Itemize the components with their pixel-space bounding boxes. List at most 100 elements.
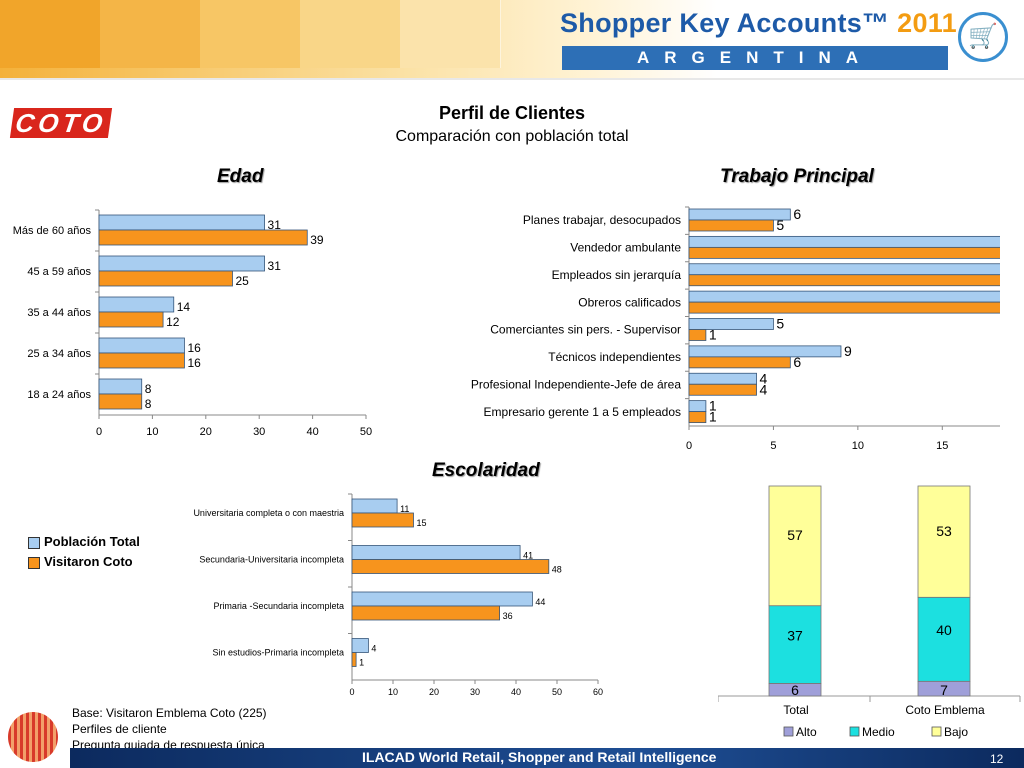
- brand-title: Shopper Key Accounts™ 2011: [560, 8, 957, 39]
- bar-value-label: 14: [177, 300, 191, 314]
- category-label: Universitaria completa o con maestria: [193, 508, 344, 518]
- brand-year: 2011: [897, 8, 957, 38]
- stack-segment-medio: [917, 596, 971, 682]
- legend-swatch: [849, 726, 860, 737]
- bar-value-label: 5: [776, 217, 784, 233]
- bar-visitaron-coto: [351, 652, 357, 667]
- escolaridad-chart: 0 10 20 30 40 50 60 Universitaria completa o co…: [193, 493, 603, 697]
- x-tick-label: 0: [96, 426, 102, 438]
- bar-visitaron-coto: [688, 411, 707, 424]
- x-tick-label: 20: [200, 426, 212, 438]
- section-title-trabajo: Trabajo Principal: [720, 166, 874, 187]
- bar-value-label: 6: [793, 206, 801, 222]
- bar-value-label: 4: [371, 644, 376, 654]
- category-label: Técnicos independientes: [548, 350, 681, 364]
- page-title: Perfil de Clientes: [438, 103, 586, 123]
- bar-visitaron-coto: [688, 274, 1000, 287]
- bar-visitaron-coto: [688, 246, 1000, 259]
- bar-poblacion-total: [98, 214, 265, 231]
- x-tick-label: 40: [306, 426, 318, 438]
- bar-visitaron-coto: [688, 219, 774, 232]
- bar-value-label: 15: [417, 518, 427, 528]
- bar-visitaron-coto: [688, 383, 757, 396]
- category-label: 18 a 24 años: [27, 389, 91, 401]
- bar-poblacion-total: [688, 400, 707, 413]
- bar-value-label: 8: [145, 382, 152, 396]
- bar-poblacion-total: [98, 337, 185, 354]
- section-title-edad: Edad: [217, 166, 264, 187]
- brand-name: Shopper Key Accounts™: [560, 8, 890, 38]
- bar-value-label: 16: [187, 341, 201, 355]
- x-tick-label: 0: [349, 687, 354, 697]
- category-label: Primaria -Secundaria incompleta: [213, 601, 344, 611]
- bar-poblacion-total: [351, 638, 369, 653]
- bar-value-label: 1: [709, 398, 717, 414]
- x-tick-label: 50: [360, 426, 372, 438]
- section-title-escolaridad: Escolaridad: [432, 460, 540, 481]
- header-photo-tile: [0, 0, 101, 68]
- segment-value-label: 57: [787, 527, 803, 543]
- bar-poblacion-total: [688, 263, 1000, 276]
- x-tick-label: 60: [593, 687, 603, 697]
- category-label: 25 a 34 años: [27, 348, 91, 360]
- bar-visitaron-coto: [98, 311, 164, 328]
- header-photo-tile: [300, 0, 401, 68]
- footer-bar: [70, 748, 1024, 768]
- legend-label: Población Total: [44, 534, 140, 549]
- bar-poblacion-total: [98, 255, 265, 272]
- segment-value-label: 40: [936, 622, 952, 638]
- footer-text: ILACAD World Retail, Shopper and Retail …: [362, 749, 717, 765]
- legend: Población Total Visitaron Coto: [28, 532, 140, 572]
- legend-item-poblacion-total: Población Total: [28, 532, 140, 552]
- x-tick-label: 10: [852, 440, 864, 452]
- bar-visitaron-coto: [688, 356, 791, 369]
- category-label: Total: [783, 703, 808, 717]
- bar-value-label: 1: [709, 327, 717, 343]
- category-label: Planes trabajar, desocupados: [523, 213, 681, 227]
- bar-value-label: 39: [310, 233, 324, 247]
- category-label: Sin estudios-Primaria incompleta: [212, 648, 344, 658]
- category-label: 35 a 44 años: [27, 307, 91, 319]
- bar-value-label: 41: [523, 551, 533, 561]
- ilacad-logo: [8, 712, 58, 762]
- base-notes: Base: Visitaron Emblema Coto (225) Perfi…: [72, 705, 267, 753]
- legend-swatch: [28, 556, 40, 569]
- legend-label: Bajo: [944, 725, 968, 739]
- bar-value-label: 5: [776, 316, 784, 332]
- bar-poblacion-total: [351, 591, 533, 607]
- bar-value-label: 4: [760, 370, 768, 386]
- x-tick-label: 10: [146, 426, 158, 438]
- bar-poblacion-total: [688, 372, 757, 385]
- country-bar: ARGENTINA: [562, 46, 948, 70]
- segment-value-label: 6: [791, 682, 799, 698]
- bar-value-label: 36: [503, 611, 513, 621]
- stack-segment-medio: [768, 605, 822, 684]
- header-photo-tile: [200, 0, 301, 68]
- category-label: Coto Emblema: [905, 703, 985, 717]
- base-note: Base: Visitaron Emblema Coto (225): [72, 706, 267, 720]
- bar-poblacion-total: [98, 378, 143, 395]
- bar-visitaron-coto: [688, 329, 707, 341]
- bar-value-label: 12: [166, 315, 180, 329]
- header-photo-tile: [400, 0, 501, 68]
- x-tick-label: 50: [552, 687, 562, 697]
- bar-value-label: 11: [400, 504, 409, 514]
- bar-poblacion-total: [351, 545, 521, 560]
- category-label: Comerciantes sin pers. - Supervisor: [490, 323, 681, 337]
- header-divider: [0, 78, 1024, 80]
- bar-visitaron-coto: [351, 605, 501, 621]
- category-label: 45 a 59 años: [27, 266, 91, 278]
- bar-value-label: 31: [268, 218, 282, 232]
- legend-label: Visitaron Coto: [44, 554, 133, 569]
- bar-poblacion-total: [688, 318, 774, 330]
- bar-value-label: 1: [359, 658, 364, 668]
- bar-value-label: 31: [268, 259, 282, 273]
- category-label: Empresario gerente 1 a 5 empleados: [484, 405, 681, 419]
- bar-visitaron-coto: [98, 270, 233, 287]
- bar-visitaron-coto: [98, 352, 185, 369]
- category-label: Profesional Independiente-Jefe de área: [471, 377, 681, 391]
- legend-label: Medio: [862, 725, 895, 739]
- page-number: 12: [990, 752, 1004, 766]
- category-label: Vendedor ambulante: [570, 241, 681, 255]
- bar-visitaron-coto: [351, 559, 550, 574]
